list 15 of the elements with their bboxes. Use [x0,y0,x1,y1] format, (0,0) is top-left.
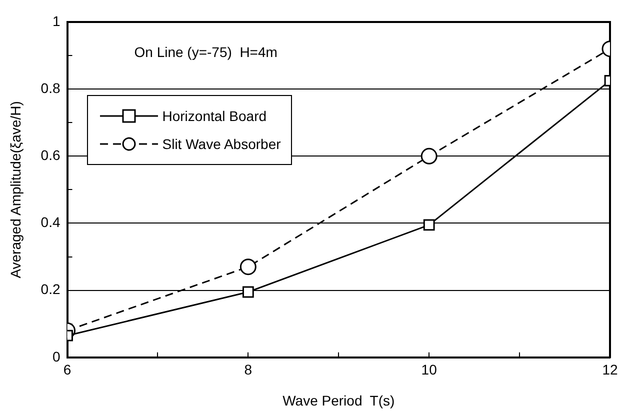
x-tick-label: 6 [63,362,72,378]
y-tick-label: 0.2 [40,281,60,298]
x-tick-label: 8 [244,362,252,378]
x-axis-title: Wave Period T(s) [282,392,395,408]
legend-label: Slit Wave Absorber [162,136,281,152]
y-tick-label: 1 [52,12,60,29]
annotation: On Line (y=-75) H=4m [134,44,278,60]
legend-label: Horizontal Board [162,108,267,124]
y-tick-label: 0 [52,348,60,364]
y-axis-title: Averaged Amplitude(ξave/H) [7,101,24,278]
y-tick-label: 0.6 [40,147,60,164]
y-tick-label: 0.8 [40,80,60,96]
y-tick-label: 0.4 [40,214,60,230]
x-tick-label: 10 [421,362,438,378]
x-tick-label: 12 [602,362,618,378]
